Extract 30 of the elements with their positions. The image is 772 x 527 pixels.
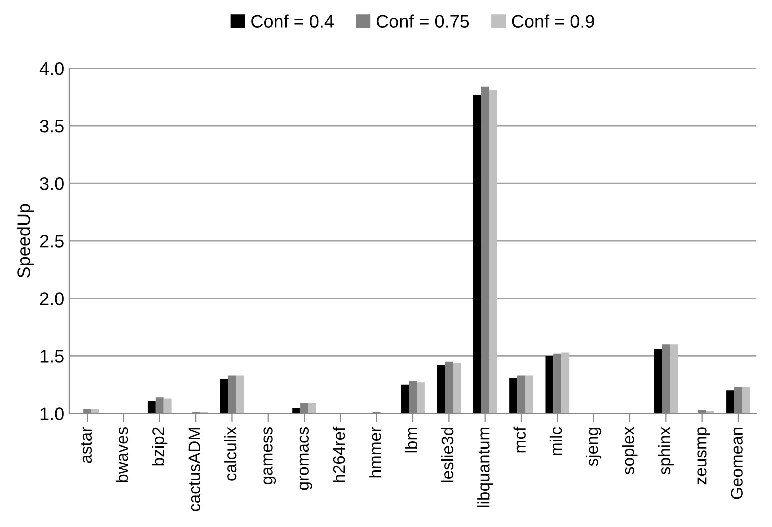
y-tick-label: 2.5: [40, 235, 64, 248]
x-tick-label: libquantum: [478, 428, 494, 508]
x-tick-label: leslie3d: [441, 428, 454, 482]
x-tick-label: hmmer: [369, 427, 382, 478]
x-tick-label: calculix: [224, 427, 237, 481]
x-tick-label: milc: [550, 427, 562, 456]
legend-label: Conf = 0.4: [252, 14, 334, 28]
x-tick-label: gamess: [264, 427, 276, 485]
x-tick-label: sphinx: [658, 427, 674, 475]
x-tick-label: Geomean: [731, 428, 743, 500]
legend-label: Conf = 0.9: [512, 14, 594, 28]
x-tick-label: astar: [81, 427, 92, 464]
legend-label: Conf = 0.75: [376, 14, 470, 28]
x-tick-label: bwaves: [116, 427, 128, 482]
x-tick-label: zeusmp: [698, 428, 710, 485]
y-tick-label: 2.0: [40, 292, 64, 306]
y-tick-label: 3.5: [40, 120, 64, 133]
x-tick-label: mcf: [514, 426, 526, 453]
x-tick-label: cactusADM: [188, 428, 201, 512]
x-tick-label: soplex: [622, 427, 638, 475]
x-tick-label: bzip2: [152, 428, 168, 466]
x-tick-label: gromacs: [300, 427, 312, 490]
y-tick-label: 1.0: [40, 408, 64, 420]
x-tick-label: h264ref: [332, 426, 346, 482]
y-tick-label: 3.0: [40, 178, 64, 190]
y-axis-title: SpeedUp: [17, 204, 34, 278]
x-tick-label: lbm: [405, 428, 418, 453]
y-tick-label: 1.5: [40, 350, 64, 363]
x-tick-label: sjeng: [586, 428, 602, 466]
y-tick-label: 4.0: [40, 62, 64, 76]
